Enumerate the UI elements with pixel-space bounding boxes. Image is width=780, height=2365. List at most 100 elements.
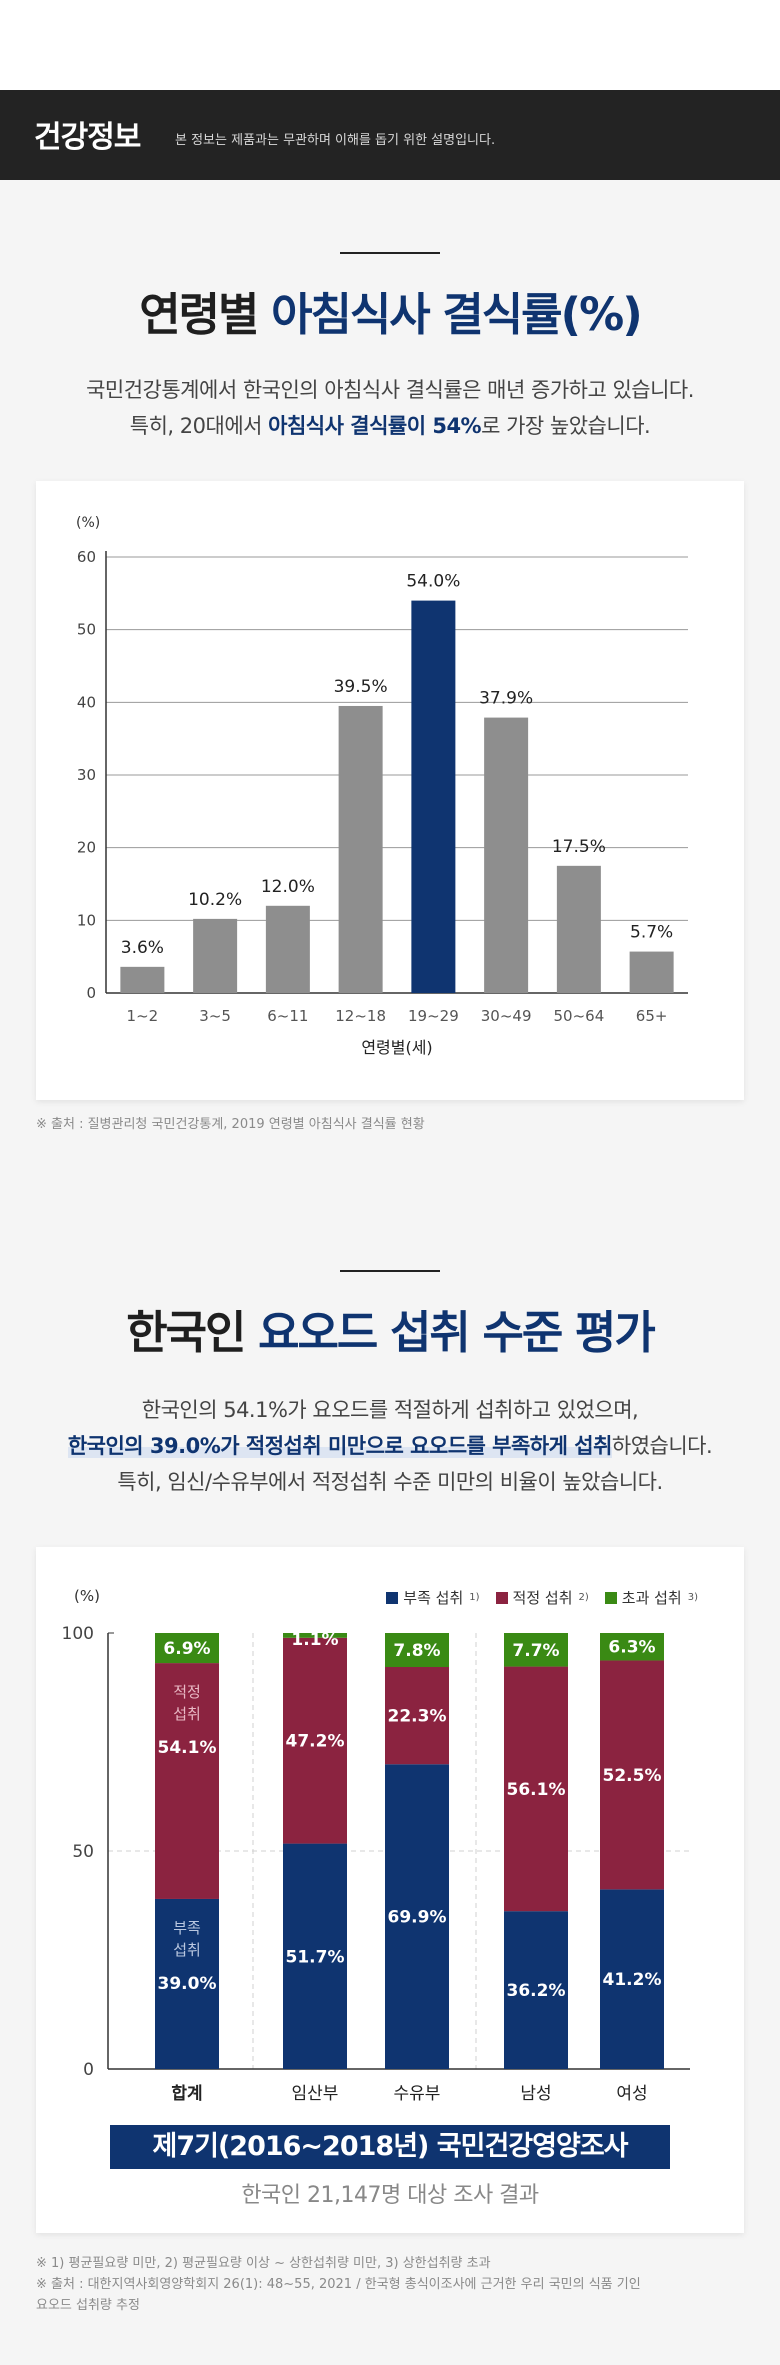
segment-value-label: 22.3% [388,1707,447,1727]
x-tick-label: 19~29 [408,1007,459,1025]
segment-value-label: 51.7% [286,1947,345,1967]
y-tick-label: 0 [86,984,96,1002]
section2-heading-accent: 요오드 섭취 수준 평가 [258,1306,656,1359]
segment-value-label: 69.9% [388,1908,447,1928]
section1-heading-accent: 아침식사 결식률(%) [271,288,643,341]
legend-swatch-adequate [495,1591,508,1604]
bar [556,865,601,993]
note-footnotes: ※ 1) 평균필요량 미만, 2) 평균필요량 이상 ~ 상한섭취량 미만, 3… [36,2256,491,2271]
bar [193,918,238,993]
inbar-label: 섭취 [173,1941,201,1959]
stack-segment [504,1911,568,2069]
section1-heading-main: 연령별 [139,288,272,341]
stack-segment [600,1633,664,1661]
stack-segment [504,1666,568,1912]
legend-sup-excess: 3) [687,1592,698,1603]
x-tick-label: 합계 [171,2083,202,2104]
inbar-label: 부족 [173,1919,201,1937]
bar [338,705,383,993]
iodine-chart-card: (%) 0 50 100 적정 섭취 54.1% 부족 섭취 39.0% 6.9% 합계 51.7% 47… [36,1547,744,2233]
y-tick-label: 50 [72,1842,94,1862]
bar-value-label: 54.0% [406,572,460,592]
x-tick-label: 30~49 [481,1007,532,1025]
legend-swatch-deficient [386,1591,399,1604]
note-source: ※ 출처 : 대한지역사회영양학회지 26(1): 48~55, 2021 / … [36,2277,641,2292]
stack-segment [385,1633,449,1668]
y-tick-label: 50 [77,621,96,639]
stack-segment [283,1637,347,1844]
desc-highlight: 한국인의 39.0%가 적정섭취 미만으로 요오드를 부족하게 섭취 [67,1434,612,1458]
section2-desc-line2: 한국인의 39.0%가 적정섭취 미만으로 요오드를 부족하게 섭취하였습니다. [0,1428,780,1464]
section2-divider [340,1270,440,1272]
bar [629,951,674,993]
desc-line2-post: 로 가장 높았습니다. [481,414,651,438]
segment-value-label: 39.0% [158,1974,217,1994]
banner-title: 건강정보 [34,120,141,155]
stack-segment [283,1633,347,1638]
stack-segment [155,1633,219,1664]
bar [484,717,529,993]
survey-title: 제7기(2016~2018년) 국민건강영양조사 [110,2125,670,2169]
legend-item-deficient: 부족 섭취 1) [386,1587,480,1608]
bar-value-label: 17.5% [552,837,606,857]
bar-value-label: 10.2% [188,890,242,910]
section2-description: 한국인의 54.1%가 요오드를 적절하게 섭취하고 있었으며, 한국인의 39… [0,1392,780,1500]
stack-segment [600,1889,664,2069]
health-info-banner: 건강정보 본 정보는 제품과는 무관하며 이해를 돕기 위한 설명입니다. [0,90,780,180]
segment-value-label: 1.1% [291,1630,338,1650]
desc-line2-pre: 특히, 20대에서 [129,414,269,438]
breakfast-skip-chart: (%) 0 10 20 30 40 50 60 3.6% 1~2 10.2% 3~5 12.0% 6~11… [76,515,688,1057]
breakfast-skip-chart-card: (%) 0 10 20 30 40 50 60 3.6% 1~2 10.2% 3~5 12.0% 6~11… [36,481,744,1100]
stack-segment [385,1764,449,2069]
bar [265,905,310,993]
segment-value-label: 7.8% [393,1641,440,1661]
section2-desc-line3: 특히, 임신/수유부에서 적정섭취 수준 미만의 비율이 높았습니다. [117,1470,663,1494]
section2-desc-line1: 한국인의 54.1%가 요오드를 적절하게 섭취하고 있었으며, [141,1398,639,1422]
section2-heading: 한국인 요오드 섭취 수준 평가 [0,1296,780,1361]
x-axis-title: 연령별(세) [361,1038,432,1057]
desc-line2-post2: 하였습니다. [611,1434,713,1458]
stack-segment [600,1660,664,1890]
y-tick-label: 30 [77,766,96,784]
section2-notes: ※ 1) 평균필요량 미만, 2) 평균필요량 이상 ~ 상한섭취량 미만, 3… [36,2253,641,2316]
segment-value-label: 56.1% [507,1780,566,1800]
x-tick-label: 수유부 [394,2084,441,2104]
x-tick-label: 12~18 [335,1007,386,1025]
note-source-cont: 요오드 섭취량 추정 [36,2298,140,2313]
x-tick-label: 3~5 [199,1007,231,1025]
banner-description: 본 정보는 제품과는 무관하며 이해를 돕기 위한 설명입니다. [175,133,496,148]
inbar-label: 섭취 [173,1705,201,1723]
x-tick-label: 남성 [520,2084,551,2104]
survey-subtitle: 한국인 21,147명 대상 조사 결과 [241,2183,539,2208]
segment-value-label: 47.2% [286,1732,345,1752]
y-axis-unit: (%) [74,1587,100,1605]
y-axis-unit: (%) [76,515,100,531]
y-tick-label: 40 [77,693,96,711]
x-tick-label: 1~2 [127,1007,159,1025]
iodine-stacked-chart: (%)050100적정섭취54.1%부족섭취39.0%6.9%합계51.7%47… [62,1587,690,2104]
bar [120,966,165,993]
bar [411,600,456,993]
x-tick-label: 임산부 [292,2084,339,2104]
section1-desc-line2: 특히, 20대에서 아침식사 결식률이 54%로 가장 높았습니다. [0,408,780,444]
y-tick-label: 20 [77,839,96,857]
segment-value-label: 36.2% [507,1981,566,2001]
iodine-legend: 부족 섭취 1) 적정 섭취 2) 초과 섭취 3) [386,1587,698,1608]
legend-label-excess: 초과 섭취 [621,1589,682,1607]
y-tick-label: 100 [62,1624,94,1644]
y-tick-label: 60 [77,548,96,566]
segment-value-label: 6.9% [163,1639,210,1659]
bar-value-label: 3.6% [121,938,164,958]
legend-label-deficient: 부족 섭취 [403,1589,464,1607]
segment-value-label: 52.5% [603,1766,662,1786]
legend-sup-adequate: 2) [578,1592,589,1603]
x-tick-label: 여성 [616,2084,647,2104]
top-spacer [0,0,780,90]
stack-segment [155,1898,219,2069]
section1-heading: 연령별 아침식사 결식률(%) [0,278,780,343]
stack-segment [385,1667,449,1765]
desc-line2-bold: 아침식사 결식률이 54% [268,414,482,438]
legend-swatch-excess [604,1591,617,1604]
segment-value-label: 54.1% [158,1738,217,1758]
section1-source: ※ 출처 : 질병관리청 국민건강통계, 2019 연령별 아침식사 결식률 현… [36,1117,425,1132]
